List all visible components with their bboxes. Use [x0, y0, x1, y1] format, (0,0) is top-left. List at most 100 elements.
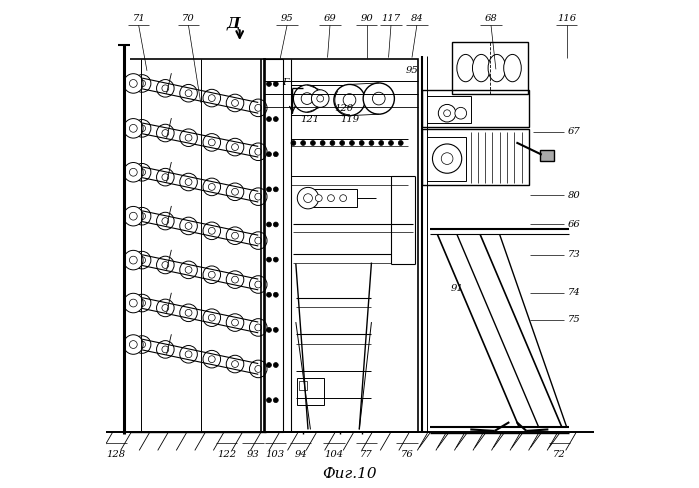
Circle shape: [185, 134, 192, 141]
Circle shape: [134, 120, 151, 137]
Circle shape: [180, 129, 197, 146]
Circle shape: [203, 89, 221, 107]
Circle shape: [129, 299, 137, 307]
Circle shape: [134, 207, 151, 225]
Circle shape: [250, 360, 267, 378]
Circle shape: [340, 195, 347, 202]
Circle shape: [157, 299, 174, 317]
Circle shape: [317, 95, 324, 102]
Circle shape: [226, 271, 244, 288]
Text: 67: 67: [568, 127, 580, 136]
Text: 128: 128: [107, 450, 126, 459]
Circle shape: [162, 262, 168, 268]
Circle shape: [138, 80, 145, 87]
Text: 77: 77: [360, 450, 373, 459]
Bar: [291, 85, 347, 115]
Bar: [313, 189, 356, 207]
Circle shape: [250, 188, 267, 205]
Circle shape: [266, 363, 271, 367]
Circle shape: [266, 222, 271, 227]
Text: 122: 122: [217, 450, 236, 459]
Circle shape: [273, 222, 278, 227]
Circle shape: [444, 110, 451, 117]
Circle shape: [134, 75, 151, 92]
Text: 76: 76: [401, 450, 414, 459]
Circle shape: [138, 125, 145, 132]
Circle shape: [226, 314, 244, 331]
Text: 93: 93: [247, 450, 259, 459]
Circle shape: [315, 195, 322, 202]
Circle shape: [226, 227, 244, 244]
Circle shape: [398, 141, 403, 145]
Text: 73: 73: [568, 250, 580, 259]
Circle shape: [157, 256, 174, 274]
Circle shape: [129, 341, 137, 348]
Circle shape: [250, 99, 267, 117]
Text: 68: 68: [484, 14, 498, 22]
Circle shape: [273, 117, 278, 122]
Circle shape: [185, 309, 192, 316]
Text: 94: 94: [294, 450, 307, 459]
Circle shape: [208, 95, 215, 102]
Text: 95: 95: [405, 66, 418, 75]
Bar: [452, 42, 528, 94]
Circle shape: [180, 304, 197, 322]
Circle shape: [273, 327, 278, 332]
Circle shape: [433, 144, 462, 173]
Text: 75: 75: [568, 315, 580, 324]
Circle shape: [273, 257, 278, 262]
Circle shape: [162, 346, 168, 353]
Circle shape: [129, 256, 137, 264]
Text: 119: 119: [340, 115, 359, 123]
Circle shape: [138, 213, 145, 220]
Circle shape: [266, 327, 271, 332]
Text: 71: 71: [132, 14, 145, 22]
Text: Д: Д: [226, 17, 240, 30]
Circle shape: [138, 300, 145, 306]
Circle shape: [129, 168, 137, 176]
Circle shape: [266, 398, 271, 403]
Circle shape: [343, 94, 356, 106]
Circle shape: [328, 195, 334, 202]
Circle shape: [330, 141, 335, 145]
Circle shape: [162, 305, 168, 311]
Circle shape: [134, 251, 151, 269]
Circle shape: [255, 366, 261, 372]
Circle shape: [162, 130, 168, 137]
Circle shape: [129, 212, 137, 220]
Circle shape: [157, 341, 174, 358]
Circle shape: [208, 183, 215, 190]
Text: 84: 84: [410, 14, 423, 22]
Bar: [426, 96, 470, 123]
Circle shape: [273, 81, 278, 86]
Circle shape: [255, 324, 261, 331]
Text: 80: 80: [568, 191, 580, 200]
Circle shape: [226, 355, 244, 373]
Circle shape: [255, 237, 261, 244]
Text: 69: 69: [324, 14, 336, 22]
Circle shape: [180, 84, 197, 102]
Circle shape: [340, 141, 345, 145]
Text: 120: 120: [334, 104, 353, 113]
Circle shape: [180, 346, 197, 363]
Bar: [297, 378, 324, 405]
Circle shape: [350, 141, 354, 145]
Text: 74: 74: [568, 288, 580, 297]
Ellipse shape: [473, 54, 490, 81]
Circle shape: [162, 85, 168, 92]
Text: 91: 91: [450, 285, 463, 293]
Circle shape: [226, 183, 244, 201]
Circle shape: [231, 276, 238, 283]
Circle shape: [208, 314, 215, 321]
Circle shape: [369, 141, 374, 145]
Circle shape: [203, 309, 221, 326]
Circle shape: [138, 257, 145, 264]
Circle shape: [208, 227, 215, 234]
Text: 66: 66: [568, 220, 580, 229]
Circle shape: [124, 119, 143, 138]
Circle shape: [134, 163, 151, 181]
Circle shape: [231, 100, 238, 106]
Circle shape: [162, 174, 168, 181]
Circle shape: [255, 148, 261, 155]
Circle shape: [203, 266, 221, 284]
